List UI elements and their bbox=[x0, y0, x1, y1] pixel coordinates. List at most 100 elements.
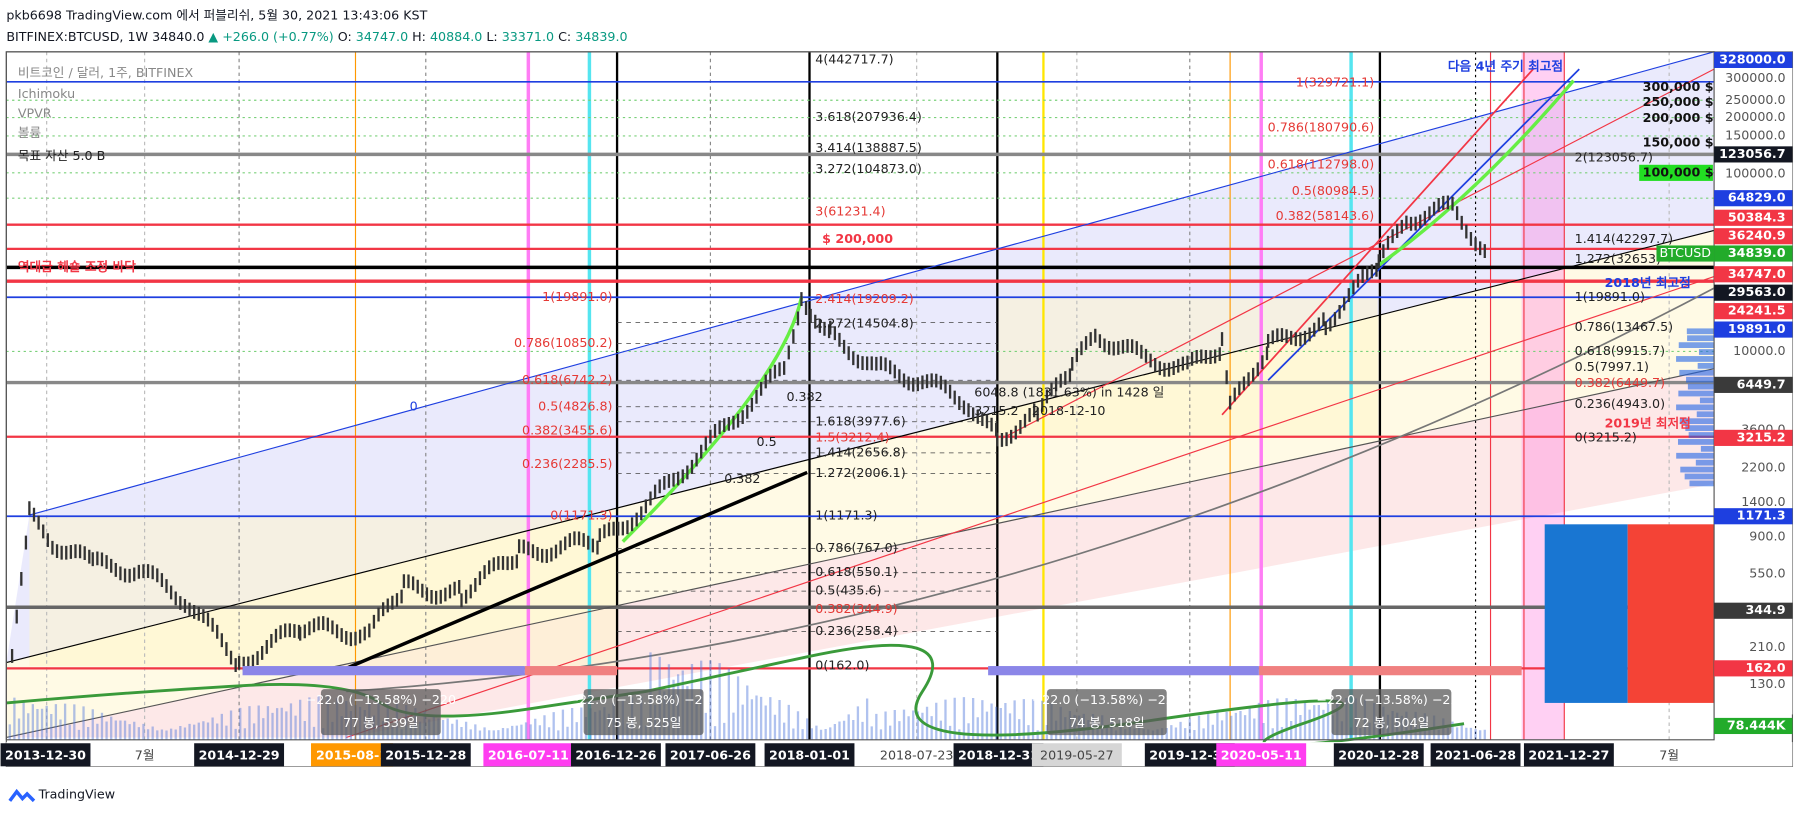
price-label: 29563.0 bbox=[1728, 284, 1786, 299]
price-label: 550.0 bbox=[1749, 565, 1785, 580]
fib-label: 0.382(6449.7) bbox=[1575, 375, 1665, 390]
volume-profile bbox=[1679, 369, 1715, 376]
range-strip bbox=[242, 666, 525, 676]
date-label: 2015-12-28 bbox=[385, 747, 466, 762]
fib-label: 1.5(3212.4) bbox=[815, 429, 889, 444]
price-label: 34747.0 bbox=[1728, 266, 1786, 281]
box-red bbox=[1627, 524, 1715, 703]
volume-profile bbox=[1686, 328, 1715, 335]
date-label-bg bbox=[1144, 743, 1235, 767]
trend-line bbox=[6, 229, 1715, 664]
date-label-bg bbox=[1333, 743, 1424, 767]
date-label: 2021-12-27 bbox=[1528, 747, 1609, 762]
fib-label: 3(61231.4) bbox=[815, 204, 885, 219]
date-label: 2018-12-31 bbox=[958, 747, 1039, 762]
fib-label: 0.618(550.1) bbox=[815, 564, 897, 579]
volume-profile bbox=[1700, 445, 1715, 452]
measure-bars: 75 봉, 525일 bbox=[606, 715, 682, 730]
price-label: 200000.0 bbox=[1725, 109, 1785, 124]
volume-profile bbox=[1697, 362, 1715, 369]
fib-label: 0.236(4943.0) bbox=[1575, 396, 1665, 411]
price-label: 123056.7 bbox=[1719, 146, 1785, 161]
annotation: 0.382 bbox=[786, 389, 822, 404]
annotation: 2019년 최저점 bbox=[1605, 416, 1691, 431]
footer: TradingView bbox=[38, 787, 115, 802]
fib-label: 0.786(180790.6) bbox=[1268, 119, 1375, 134]
measure-change: −22.0 (−13.58%) −220 bbox=[568, 692, 718, 707]
price-label-bg bbox=[1714, 266, 1793, 283]
header-part: BITFINEX:BTCUSD, 1W 34840.0 bbox=[6, 28, 208, 43]
date-label-bg bbox=[483, 743, 574, 767]
fib-label: 3.272(104873.0) bbox=[815, 161, 922, 176]
annotation-bg bbox=[1639, 164, 1713, 181]
fib-label: 1.618(3977.6) bbox=[815, 413, 905, 428]
date-label-bg bbox=[194, 743, 285, 767]
price-label: 344.9 bbox=[1745, 602, 1785, 617]
annotation: 2018-12-10 bbox=[1032, 403, 1106, 418]
annotation: 150,000 $ bbox=[1643, 134, 1714, 149]
price-label: 6449.7 bbox=[1737, 376, 1786, 391]
fib-label: 3.414(138887.5) bbox=[815, 140, 922, 155]
date-label-bg bbox=[1523, 743, 1614, 767]
trend-line bbox=[346, 276, 1715, 739]
fib-label: 0.618(112798.0) bbox=[1268, 156, 1375, 171]
measure-change: −22.0 (−13.58%) −220 bbox=[1316, 692, 1466, 707]
date-label-bg bbox=[311, 743, 394, 767]
date-label-bg bbox=[764, 743, 855, 767]
price-label: 100000.0 bbox=[1725, 166, 1785, 181]
fib-label: 0.5(4826.8) bbox=[538, 398, 612, 413]
fib-label: 0.382(344.9) bbox=[815, 601, 897, 616]
symbol-tag-bg bbox=[1656, 245, 1715, 262]
measure-bars: 72 봉, 504일 bbox=[1354, 715, 1430, 730]
price-label: 19891.0 bbox=[1728, 321, 1786, 336]
trend-line bbox=[345, 470, 808, 670]
volume-profile bbox=[1688, 432, 1715, 438]
header-part: 34839.0 bbox=[575, 28, 627, 43]
date-label-bg bbox=[1031, 743, 1122, 767]
volume-profile bbox=[1687, 335, 1715, 342]
volume-profile bbox=[1677, 439, 1715, 445]
range-strip bbox=[524, 666, 618, 676]
legend-item: 볼륨 bbox=[18, 125, 41, 140]
measure-box bbox=[583, 689, 704, 736]
fib-label: 0.236(258.4) bbox=[815, 623, 897, 638]
date-label: 2016-07-11 bbox=[488, 747, 569, 762]
fib-label: 0(3215.2) bbox=[1575, 429, 1637, 444]
fib-label: 0.382(58143.6) bbox=[1276, 208, 1374, 223]
annotation: 3215.2 bbox=[974, 403, 1018, 418]
annotation: 0.382 bbox=[724, 471, 760, 486]
annotation: 300,000 $ bbox=[1643, 79, 1714, 94]
volume-profile bbox=[1678, 390, 1715, 397]
measure-bars: 74 봉, 518일 bbox=[1069, 715, 1145, 730]
fib-label: 1.414(2656.8) bbox=[815, 444, 905, 459]
arc bbox=[621, 296, 804, 543]
candles bbox=[10, 195, 1486, 672]
fib-label: 2(123056.7) bbox=[1575, 149, 1653, 164]
fib-label: 0.382(3455.6) bbox=[522, 422, 612, 437]
price-label: 24241.5 bbox=[1728, 303, 1786, 318]
fib-label: 1(19891.0) bbox=[542, 289, 612, 304]
volume-profile bbox=[1685, 425, 1715, 431]
header-part: 33371.0 bbox=[502, 28, 558, 43]
date-label-bg bbox=[665, 743, 756, 767]
fib-label: 0.618(9915.7) bbox=[1575, 343, 1665, 358]
date-label: 2016-12-26 bbox=[575, 747, 656, 762]
legend-item: 비트코인 / 달러, 1주, BITFINEX bbox=[18, 65, 194, 80]
logo bbox=[8, 788, 36, 803]
range-strip bbox=[1258, 666, 1522, 676]
legend-item: Ichimoku bbox=[18, 86, 75, 101]
date-label: 2021-06-28 bbox=[1435, 747, 1516, 762]
date-label: 2019-12-30 bbox=[1149, 747, 1230, 762]
volume-profile bbox=[1698, 349, 1715, 355]
fib-label: 2.272(14504.8) bbox=[815, 315, 913, 330]
date-label: 2020-12-28 bbox=[1338, 747, 1419, 762]
fib-label: 0.618(6742.2) bbox=[522, 372, 612, 387]
price-label: 210.0 bbox=[1749, 639, 1785, 654]
price-label: 250000.0 bbox=[1725, 92, 1785, 107]
fib-label: 0.786(13467.5) bbox=[1575, 319, 1673, 334]
fib-label: 1(329721.1) bbox=[1296, 74, 1374, 89]
price-label-bg bbox=[1714, 660, 1793, 677]
date-label-bg bbox=[380, 743, 471, 767]
price-label: 300000.0 bbox=[1725, 70, 1785, 85]
price-label-bg bbox=[1714, 717, 1793, 735]
